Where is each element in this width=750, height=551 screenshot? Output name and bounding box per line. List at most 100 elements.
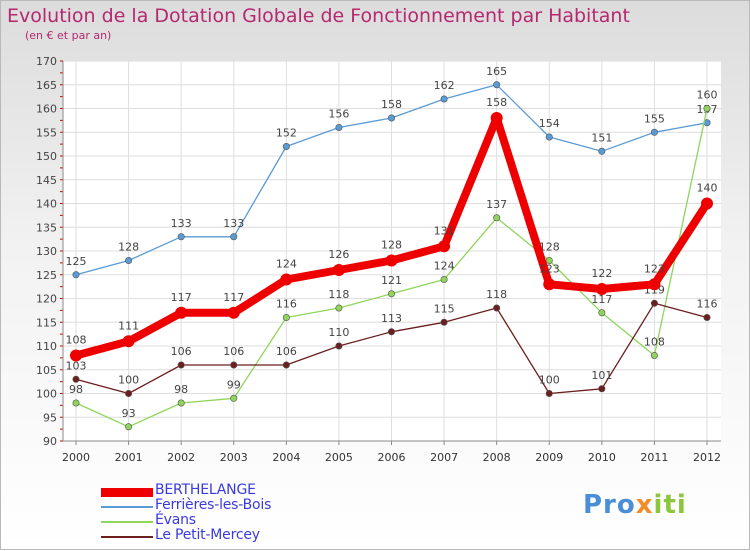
data-label: 158	[486, 96, 507, 109]
data-point	[335, 342, 343, 350]
data-point	[598, 385, 606, 393]
data-label: 128	[381, 239, 402, 252]
y-tick-label: 130	[36, 245, 57, 258]
data-point	[703, 313, 711, 321]
data-label: 123	[644, 262, 665, 275]
data-point	[387, 290, 395, 298]
data-point	[335, 124, 343, 132]
x-tick-label: 2002	[167, 451, 195, 464]
data-label: 151	[591, 131, 612, 144]
data-point	[177, 361, 185, 369]
data-label: 116	[697, 298, 718, 311]
data-label: 156	[328, 108, 349, 121]
data-point	[72, 271, 80, 279]
legend-label: Évans	[155, 512, 196, 528]
data-point	[545, 133, 553, 141]
y-tick-label: 135	[36, 221, 57, 234]
data-point	[650, 299, 658, 307]
x-tick-label: 2009	[535, 451, 563, 464]
data-label: 128	[118, 241, 139, 254]
legend-swatch	[101, 506, 153, 508]
data-point	[335, 304, 343, 312]
y-tick-label: 115	[36, 316, 57, 329]
data-point	[72, 399, 80, 407]
data-point	[493, 81, 501, 89]
data-point	[701, 197, 713, 210]
data-label: 117	[591, 293, 612, 306]
data-label: 106	[223, 345, 244, 358]
y-tick-label: 145	[36, 174, 57, 187]
data-point	[125, 423, 133, 431]
data-label: 128	[539, 241, 560, 254]
x-tick-label: 2006	[378, 451, 406, 464]
legend-swatch	[101, 536, 153, 538]
x-tick-label: 2001	[115, 451, 143, 464]
data-label: 106	[171, 345, 192, 358]
data-point	[490, 112, 503, 124]
x-tick-label: 2012	[693, 451, 721, 464]
data-point	[227, 306, 240, 319]
data-label: 115	[434, 302, 455, 315]
data-label: 125	[66, 255, 87, 268]
data-point	[175, 306, 188, 319]
data-point	[703, 105, 711, 113]
data-label: 93	[122, 407, 136, 420]
y-tick-label: 110	[36, 340, 57, 353]
data-label: 165	[486, 65, 507, 78]
data-point	[282, 313, 290, 321]
y-tick-label: 120	[36, 293, 57, 306]
x-tick-label: 2007	[430, 451, 458, 464]
y-tick-label: 155	[36, 126, 57, 139]
data-label: 117	[171, 291, 192, 304]
data-point	[598, 147, 606, 155]
data-point	[598, 309, 606, 317]
x-tick-label: 2011	[640, 451, 668, 464]
data-label: 113	[381, 312, 402, 325]
data-label: 158	[381, 98, 402, 111]
legend-item: Ferrières-les-Bois	[101, 497, 401, 514]
data-point	[332, 264, 345, 276]
data-point	[282, 361, 290, 369]
x-tick-label: 2000	[62, 451, 90, 464]
data-point	[440, 275, 448, 283]
data-point	[438, 240, 451, 253]
data-point	[387, 328, 395, 336]
chart-subtitle: (en € et par an)	[25, 29, 112, 42]
legend-swatch	[101, 487, 153, 497]
proxiti-logo: Proxiti	[583, 490, 687, 520]
data-point	[387, 114, 395, 122]
legend-item: BERTHELANGE	[101, 482, 401, 499]
data-label: 122	[591, 267, 612, 280]
y-tick-label: 160	[36, 103, 57, 116]
x-tick-label: 2003	[220, 451, 248, 464]
data-point	[230, 361, 238, 369]
data-label: 121	[381, 274, 402, 287]
data-point	[230, 394, 238, 402]
data-label: 124	[276, 258, 297, 271]
data-label: 154	[539, 117, 560, 130]
data-label: 140	[697, 182, 718, 195]
x-tick-label: 2008	[483, 451, 511, 464]
legend-item: Évans	[101, 512, 401, 529]
data-label: 101	[591, 369, 612, 382]
chart-legend: BERTHELANGE Ferrières-les-Bois Évans Le Pet…	[101, 482, 401, 544]
data-label: 126	[328, 248, 349, 261]
y-tick-label: 105	[36, 364, 57, 377]
x-tick-label: 2005	[325, 451, 353, 464]
y-tick-label: 90	[43, 435, 57, 448]
data-point	[440, 318, 448, 326]
data-label: 133	[223, 217, 244, 230]
data-label: 111	[118, 319, 139, 332]
data-label: 100	[539, 374, 560, 387]
legend-label: Le Petit-Mercey	[155, 527, 260, 543]
data-label: 118	[486, 288, 507, 301]
data-label: 162	[434, 79, 455, 92]
data-label: 110	[328, 326, 349, 339]
data-label: 160	[697, 89, 718, 102]
data-point	[72, 375, 80, 383]
data-point	[650, 128, 658, 136]
data-point	[70, 349, 82, 362]
data-point	[440, 95, 448, 103]
